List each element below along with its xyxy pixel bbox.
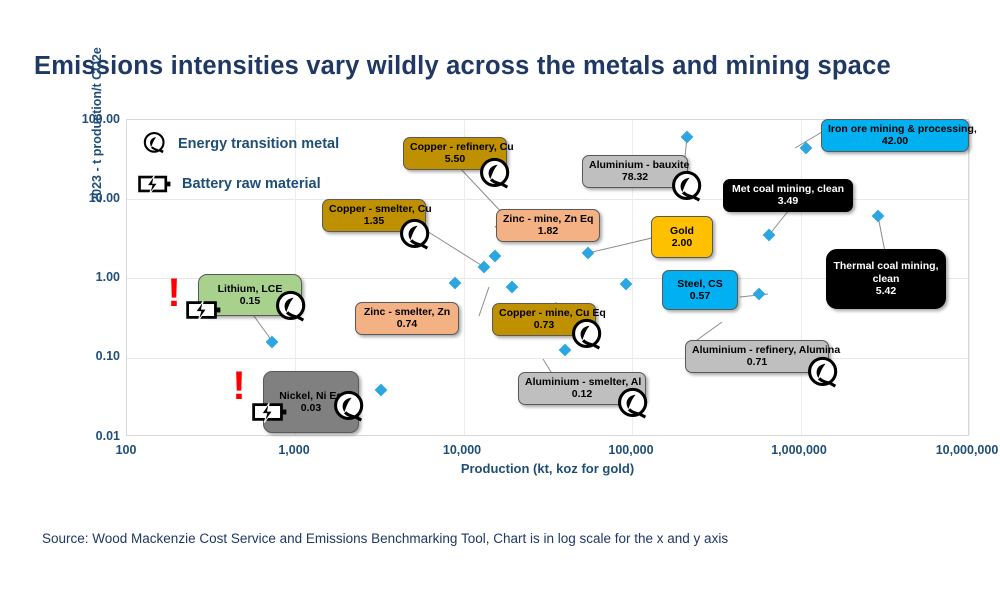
data-label-name: Aluminium - refinery, Alumina — [692, 344, 841, 356]
energy-transition-icon — [276, 290, 306, 322]
gridline-x-10000 — [464, 120, 465, 435]
data-label-name: Lithium, LCE — [217, 282, 283, 295]
battery-icon — [138, 175, 171, 195]
x-tick-100000: 100,000 — [608, 443, 654, 457]
data-label-name: Copper - mine, Cu Eq — [499, 307, 606, 319]
data-label-value: 2.00 — [671, 237, 693, 249]
data-label-name: Steel, CS — [677, 277, 723, 290]
data-label-steel[interactable]: Steel, CS 0.57 — [662, 270, 738, 310]
data-label-name: Met coal mining, clean — [731, 183, 845, 195]
gridline-y-0.10 — [127, 358, 968, 359]
data-label-copper-mine[interactable]: Copper - mine, Cu Eq 0.73 — [492, 303, 606, 336]
data-label-name: Nickel, Ni Eq — [279, 389, 343, 402]
energy-transition-icon — [480, 157, 510, 189]
legend-label-battery-raw-material: Battery raw material — [182, 176, 321, 192]
data-label-zinc-smelter[interactable]: Zinc - smelter, Zn 0.74 — [355, 302, 459, 335]
gridline-y-10 — [127, 199, 968, 200]
data-label-name: Copper - refinery, Cu — [410, 141, 514, 153]
data-label-value: 0.15 — [239, 295, 261, 307]
x-tick-10000000: 10,000,000 — [935, 443, 999, 457]
x-axis-title: Production (kt, koz for gold) — [460, 461, 635, 476]
energy-transition-icon — [672, 170, 702, 202]
data-label-name-line2: clean — [872, 272, 900, 285]
gridline-y-1 — [127, 278, 968, 279]
data-label-value: 0.12 — [571, 388, 593, 401]
y-axis-title: 2023 - t production/t CO2e — [90, 47, 104, 203]
data-label-met-coal[interactable]: Met coal mining, clean 3.49 — [723, 179, 853, 212]
x-tick-100: 100 — [115, 443, 137, 457]
gridline-x-1000000 — [801, 120, 802, 435]
data-label-aluminium-refinery[interactable]: Aluminium - refinery, Alumina 0.71 — [685, 340, 841, 373]
y-tick-0.01: 0.01 — [95, 429, 120, 443]
data-label-value: 5.42 — [875, 285, 897, 298]
data-label-value: 0.74 — [396, 318, 418, 331]
data-label-value: 3.49 — [777, 195, 799, 208]
y-tick-1: 1.00 — [95, 270, 120, 284]
x-tick-1000: 1,000 — [278, 443, 310, 457]
data-label-name: Iron ore mining & processing, — [828, 123, 977, 135]
data-label-thermal-coal[interactable]: Thermal coal mining, clean 5.42 — [826, 249, 946, 309]
x-tick-10000: 10,000 — [442, 443, 482, 457]
x-tick-1000000: 1,000,000 — [771, 443, 827, 457]
alert-icon-lithium: ! — [167, 271, 181, 315]
alert-icon-nickel: ! — [232, 364, 246, 408]
data-label-zinc-mine[interactable]: Zinc - mine, Zn Eq 1.82 — [496, 209, 600, 242]
data-label-value: 1.82 — [537, 225, 559, 238]
data-label-name: Gold — [670, 224, 694, 237]
y-tick-0.10: 0.10 — [95, 349, 120, 363]
battery-icon — [186, 300, 221, 321]
data-label-value: 0.57 — [689, 290, 711, 302]
data-label-name: Copper - smelter, Cu — [329, 203, 432, 215]
y-tick-10: 10.00 — [88, 191, 120, 205]
data-label-value: 0.03 — [300, 402, 322, 414]
page-title: Emissions intensities vary wildly across… — [34, 52, 891, 80]
gridline-x-100000 — [632, 120, 633, 435]
data-label-name: Thermal coal mining, — [833, 260, 939, 273]
data-label-name: Zinc - mine, Zn Eq — [503, 213, 594, 225]
data-label-iron-ore[interactable]: Iron ore mining & processing, 42.00 — [821, 119, 977, 152]
energy-transition-icon — [808, 356, 838, 388]
data-label-value: 0.71 — [746, 356, 768, 369]
data-label-value: 42.00 — [881, 135, 909, 148]
data-label-name: Zinc - smelter, Zn — [363, 306, 451, 318]
energy-transition-icon — [334, 390, 364, 422]
source-note: Source: Wood Mackenzie Cost Service and … — [42, 531, 729, 546]
y-tick-100: 100.00 — [81, 112, 120, 126]
battery-icon — [252, 402, 287, 423]
energy-transition-icon — [618, 387, 648, 419]
energy-transition-icon — [400, 218, 430, 250]
energy-transition-icon — [143, 131, 165, 154]
legend-item-energy-transition-metal: Energy transition metal — [142, 131, 339, 157]
legend-item-battery-raw-material: Battery raw material — [138, 172, 321, 196]
data-label-value: 78.32 — [621, 171, 649, 184]
data-label-gold[interactable]: Gold 2.00 — [651, 216, 713, 258]
data-label-value: 1.35 — [363, 215, 385, 228]
data-label-value: 5.50 — [444, 153, 466, 166]
gridline-x-10000000 — [969, 120, 970, 435]
data-label-aluminium-bauxite[interactable]: Aluminium - bauxite 78.32 — [582, 155, 690, 188]
data-label-value: 0.73 — [533, 319, 555, 332]
data-label-name: Aluminium - smelter, Al — [525, 376, 642, 388]
legend-label-energy-transition-metal: Energy transition metal — [178, 136, 340, 152]
energy-transition-icon — [572, 318, 602, 350]
data-label-name: Aluminium - bauxite — [589, 159, 690, 171]
